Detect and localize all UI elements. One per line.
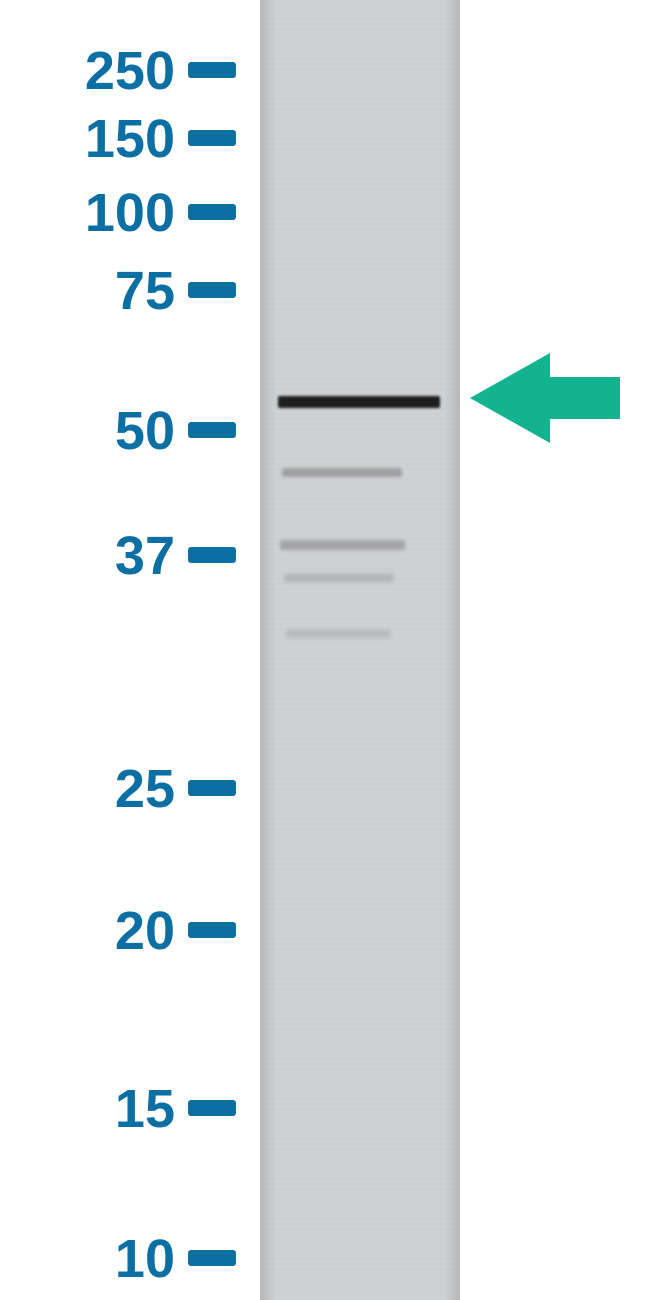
- mw-marker-tick: [188, 547, 236, 563]
- mw-marker-tick: [188, 130, 236, 146]
- mw-marker-label: 37: [115, 525, 175, 587]
- mw-marker-label: 50: [115, 400, 175, 462]
- mw-marker-tick: [188, 62, 236, 78]
- lane-noise-overlay: [260, 0, 460, 1300]
- faint-band: [282, 468, 402, 477]
- mw-marker-label: 75: [115, 260, 175, 322]
- primary-band: [278, 396, 440, 408]
- mw-marker-tick: [188, 422, 236, 438]
- mw-marker-label: 150: [85, 108, 175, 170]
- mw-marker-label: 250: [85, 40, 175, 102]
- mw-marker-tick: [188, 282, 236, 298]
- mw-marker-tick: [188, 1250, 236, 1266]
- mw-marker-label: 25: [115, 758, 175, 820]
- mw-marker-tick: [188, 780, 236, 796]
- mw-marker-label: 10: [115, 1228, 175, 1290]
- gel-lane: [260, 0, 460, 1300]
- mw-marker-tick: [188, 922, 236, 938]
- faint-band: [286, 630, 391, 638]
- mw-marker-label: 100: [85, 182, 175, 244]
- mw-marker-tick: [188, 204, 236, 220]
- faint-band: [284, 574, 394, 582]
- faint-band: [280, 540, 405, 550]
- mw-marker-label: 15: [115, 1078, 175, 1140]
- target-band-arrow-icon: [470, 353, 620, 443]
- mw-marker-label: 20: [115, 900, 175, 962]
- blot-container: 250150 100 75 50 37 25 20 15 10: [0, 0, 650, 1300]
- mw-marker-tick: [188, 1100, 236, 1116]
